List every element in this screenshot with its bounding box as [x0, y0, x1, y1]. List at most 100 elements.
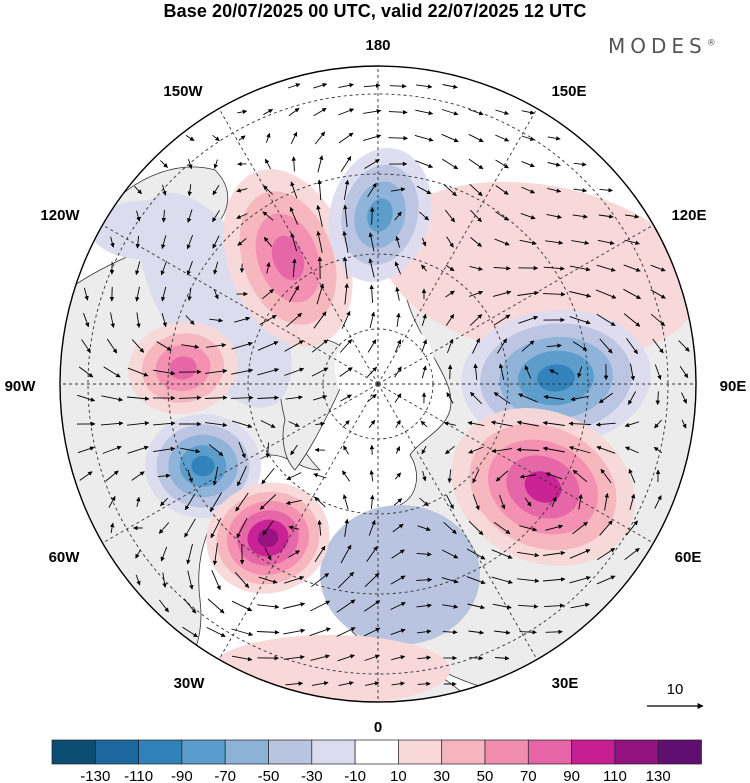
wind-vector: [394, 211, 402, 221]
wind-vector: [262, 520, 274, 536]
colorbar: -130 -110 -90 -70 -50 -30 -10 10 30 50 70 90 110 130: [51, 739, 702, 783]
wind-vector: [469, 290, 484, 297]
wind-vector: [337, 571, 355, 589]
wind-vector: [343, 179, 350, 200]
anomaly-contour: [271, 235, 305, 281]
wind-vector: [156, 341, 172, 351]
wind-vector: [368, 232, 375, 252]
wind-vector: [337, 654, 355, 662]
colorbar-swatch: [527, 739, 572, 765]
wind-vector: [316, 230, 323, 253]
wind-vector: [654, 364, 662, 380]
wind-vector: [83, 287, 89, 301]
wind-vector: [185, 135, 195, 141]
wind-vector: [390, 602, 406, 610]
wind-vector: [313, 82, 328, 89]
wind-vector: [445, 314, 455, 326]
wind-vector: [288, 550, 300, 558]
wind-vector: [284, 367, 305, 376]
wind-vector: [395, 286, 400, 301]
wind-vector: [258, 576, 278, 584]
wind-vector: [521, 135, 535, 141]
wind-vector: [495, 159, 509, 169]
wind-vector: [521, 340, 535, 352]
lon-label-120w: 120W: [40, 207, 80, 224]
wind-vector: [238, 441, 246, 459]
wind-vector: [396, 312, 401, 327]
wind-vector: [650, 264, 666, 272]
wind-vector: [630, 363, 635, 381]
wind-vector: [344, 518, 349, 537]
wind-vector: [447, 364, 453, 380]
wind-vector: [416, 603, 432, 608]
wind-vector: [518, 393, 538, 403]
wind-vector: [473, 363, 478, 381]
wind-vector: [363, 627, 381, 637]
wind-vector: [628, 391, 636, 405]
wind-vector: [188, 159, 193, 170]
wind-vector: [467, 420, 485, 427]
wind-vector: [231, 341, 253, 350]
wind-vector: [543, 266, 565, 271]
wind-vector: [442, 604, 459, 609]
wind-vector: [468, 520, 484, 536]
wind-vector: [231, 600, 253, 612]
wind-vector: [367, 339, 377, 353]
wind-vector: [569, 265, 591, 272]
wind-vector: [470, 237, 482, 247]
wind-vector: [623, 288, 641, 300]
wind-vector: [343, 204, 348, 227]
wind-vector: [494, 655, 510, 661]
wind-vector: [265, 132, 271, 143]
wind-vector: [568, 421, 592, 426]
meridian-line: [377, 97, 544, 385]
wind-vector: [213, 261, 219, 275]
wind-vector: [284, 340, 304, 352]
wind-vector: [416, 84, 433, 89]
wind-vector: [570, 602, 590, 609]
wind-vector: [571, 240, 590, 245]
wind-vector: [287, 83, 301, 89]
wind-vector: [494, 238, 510, 246]
wind-vector: [181, 344, 200, 349]
wind-vector: [499, 494, 506, 510]
wind-vector: [519, 629, 537, 635]
wind-vector: [136, 496, 141, 507]
wind-vector: [265, 442, 270, 458]
wind-vector: [342, 420, 350, 428]
wind-vector: [314, 131, 326, 145]
wind-vector: [236, 213, 248, 219]
wind-vector: [545, 524, 564, 531]
wind-vector: [498, 363, 505, 381]
wind-vector: [283, 628, 306, 635]
wind-vector: [468, 133, 484, 143]
wind-vector: [468, 109, 484, 116]
wind-vector: [265, 158, 271, 170]
wind-vector: [654, 495, 662, 509]
wind-vector: [545, 629, 563, 635]
wind-vector: [367, 182, 377, 198]
wind-vector: [542, 446, 565, 453]
wind-vector: [414, 134, 434, 142]
wind-vector: [78, 366, 94, 378]
wind-vector: [493, 314, 511, 326]
wind-vector: [516, 420, 539, 427]
wind-vector: [543, 394, 565, 400]
wind-vector: [236, 188, 248, 193]
wind-vector: [160, 497, 168, 507]
wind-vector: [678, 340, 690, 352]
wind-vector: [338, 108, 355, 116]
wind-vector: [79, 471, 93, 481]
map-border: [59, 65, 697, 703]
wind-vector: [492, 603, 512, 610]
wind-vector: [519, 239, 537, 246]
wind-vector: [626, 337, 638, 355]
wind-vector: [493, 521, 511, 535]
wind-vector: [208, 443, 224, 457]
lon-label-90e: 90E: [720, 378, 747, 395]
wind-vector: [101, 395, 124, 402]
wind-vector: [624, 421, 640, 428]
lon-label-150e: 150E: [551, 83, 586, 100]
wind-vector: [127, 367, 149, 377]
wind-vector: [340, 156, 352, 172]
